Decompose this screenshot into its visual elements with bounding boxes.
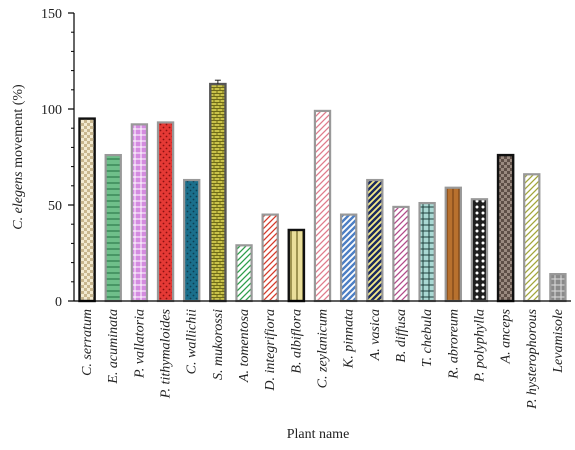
category-label-11: A. vasica [368, 309, 383, 361]
x-labels-group: C. serratum E. acuminata P. vallatoria P. t… [80, 308, 566, 409]
bar-17 [523, 173, 541, 303]
category-label-0: C. serratum [80, 309, 95, 376]
bar-6 [235, 244, 253, 303]
bar-15 [470, 198, 489, 303]
category-label-1: E. acuminata [106, 309, 121, 385]
category-label-9: C. zeylanicum [316, 309, 331, 388]
bar-3 [156, 121, 175, 303]
y-axis-title: C. elegens movement (%) [11, 84, 26, 230]
bar-14 [444, 186, 462, 303]
category-label-6: A. tomentosa [237, 309, 252, 383]
y-axis-title-rest: movement (%) [11, 84, 26, 171]
category-label-12: B. diffusa [394, 309, 409, 363]
category-label-18: Levamisole [551, 309, 566, 374]
category-label-13: T. chebula [420, 309, 435, 367]
category-label-10: K. pinnata [342, 309, 357, 369]
bars-group [78, 79, 567, 303]
bar-10 [339, 213, 358, 303]
bar-12 [392, 205, 410, 303]
category-label-14: R. abroreum [446, 309, 461, 380]
y-axis-title-italic: C. elegens [11, 171, 26, 230]
category-label-17: P. hysterophorous [525, 308, 540, 409]
y-ticks-group: 0 50 100 150 [41, 7, 62, 310]
y-tick-label-3: 150 [41, 7, 62, 22]
bar-0 [78, 117, 96, 303]
category-label-8: B. albiflora [289, 309, 304, 374]
bar-5 [209, 82, 227, 303]
bar-2 [130, 123, 149, 303]
category-label-2: P. vallatoria [132, 309, 147, 379]
x-axis-title: Plant name [287, 427, 350, 442]
bar-1 [104, 153, 122, 303]
category-label-4: C. wallichii [185, 309, 200, 374]
bar-9 [313, 109, 332, 303]
y-tick-label-2: 100 [41, 103, 62, 118]
y-tick-label-0: 0 [55, 295, 62, 310]
bar-18 [549, 273, 567, 303]
bar-4 [183, 178, 201, 303]
bar-16 [496, 153, 515, 303]
bar-11 [366, 178, 384, 303]
category-label-3: P. tithymaloides [159, 308, 174, 399]
category-label-16: A. anceps [499, 308, 514, 364]
y-tick-label-1: 50 [48, 199, 62, 214]
bar-7 [261, 213, 279, 303]
category-label-5: S. mukorossi [211, 309, 226, 380]
bar-8 [287, 228, 306, 303]
axes-group [68, 12, 571, 302]
category-label-15: P. polyphylla [472, 309, 487, 383]
category-label-7: D. integrifiora [263, 309, 278, 392]
bar-13 [418, 201, 436, 303]
